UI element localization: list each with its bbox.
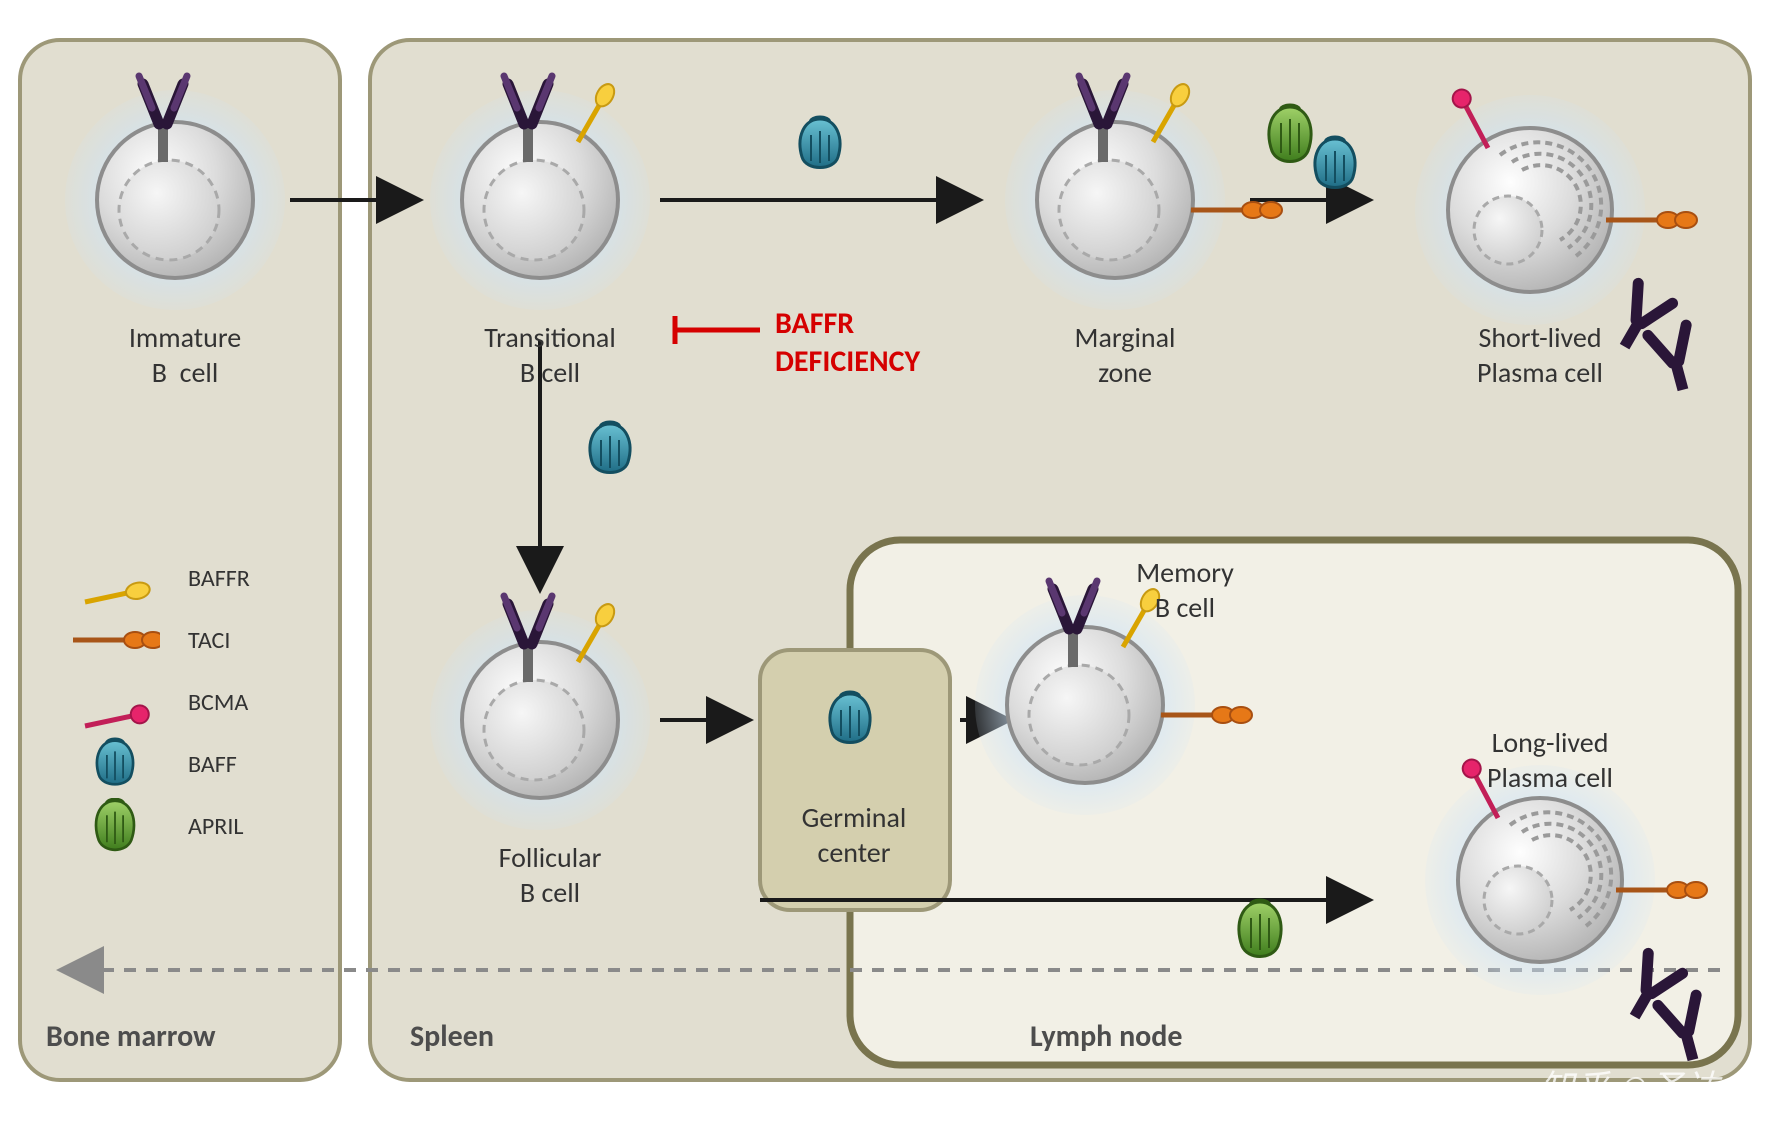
cell-label-marginal: Marginal zone	[1025, 320, 1225, 390]
compartment-label-spleen: Spleen	[410, 1018, 494, 1056]
legend-baff: BAFF	[70, 736, 237, 792]
cell-label-short_plasma: Short-lived Plasma cell	[1440, 320, 1640, 390]
legend-taci: TACI	[70, 612, 230, 668]
legend-label-bcma: BCMA	[188, 688, 248, 717]
april-icon	[70, 798, 160, 854]
legend-label-taci: TACI	[188, 626, 230, 655]
cell-label-transitional: Transitional B cell	[450, 320, 650, 390]
ligand-baff	[830, 692, 870, 743]
legend-baffr: BAFFR	[70, 550, 250, 606]
cell-label-follicular: Follicular B cell	[450, 840, 650, 910]
cell-label-long_plasma: Long-lived Plasma cell	[1450, 725, 1650, 795]
compartment-label-germinal_center: Germinal center	[794, 800, 914, 870]
watermark: 知乎 @圣达	[1540, 1068, 1720, 1111]
compartment-germinal_center	[760, 650, 950, 910]
ligand-april	[1239, 900, 1281, 957]
legend-bcma: BCMA	[70, 674, 248, 730]
baff-icon	[70, 736, 160, 792]
legend-label-baffr: BAFFR	[188, 564, 250, 593]
legend-label-april: APRIL	[188, 812, 243, 841]
ligand-april	[1269, 105, 1311, 162]
legend-april: APRIL	[70, 798, 243, 854]
compartment-label-bone_marrow: Bone marrow	[46, 1018, 216, 1056]
bcma-icon	[70, 674, 160, 730]
cell-label-immature: Immature B cell	[85, 320, 285, 390]
baffr-icon	[70, 550, 160, 606]
compartment-label-lymph_node: Lymph node	[1030, 1018, 1183, 1056]
ligand-baff	[590, 422, 630, 473]
ligand-baff	[1315, 137, 1355, 188]
baffr-deficiency-label: BAFFR DEFICIENCY	[775, 305, 920, 380]
legend-label-baff: BAFF	[188, 750, 237, 779]
ligand-baff	[800, 117, 840, 168]
diagram-canvas	[0, 0, 1776, 1121]
cell-label-memory: Memory B cell	[1085, 555, 1285, 625]
taci-icon	[70, 612, 160, 668]
